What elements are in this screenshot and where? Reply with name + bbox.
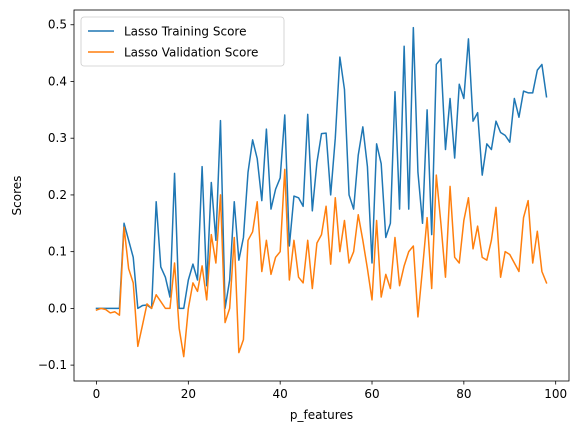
y-tick-label: 0.3 [48, 131, 67, 145]
y-tick-label: 0.0 [48, 301, 67, 315]
y-tick-label: 0.1 [48, 245, 67, 259]
legend-label-validation: Lasso Validation Score [124, 46, 258, 60]
y-tick-label: 0.5 [48, 18, 67, 32]
y-axis-label: Scores [10, 176, 24, 216]
x-tick-label: 40 [273, 387, 288, 401]
x-axis-label: p_features [290, 408, 353, 422]
plot-frame [73, 9, 570, 382]
x-tick-label: 20 [181, 387, 196, 401]
y-axis: −0.1 0.0 0.1 0.2 0.3 0.4 0.5 [38, 18, 74, 372]
x-axis: 0 20 40 60 80 100 [93, 381, 567, 401]
y-tick-label: 0.2 [48, 188, 67, 202]
x-tick-label: 0 [93, 387, 101, 401]
legend-label-training: Lasso Training Score [124, 25, 246, 39]
legend-box [80, 16, 285, 67]
series-line-validation [95, 168, 548, 358]
x-tick-label: 100 [544, 387, 567, 401]
y-tick-label: −0.1 [38, 358, 67, 372]
x-tick-label: 60 [364, 387, 379, 401]
legend: Lasso Training Score Lasso Validation Sc… [80, 16, 285, 67]
series-layer [95, 26, 548, 358]
y-tick-label: 0.4 [48, 74, 67, 88]
x-tick-label: 80 [456, 387, 471, 401]
series-line-training [95, 26, 548, 310]
